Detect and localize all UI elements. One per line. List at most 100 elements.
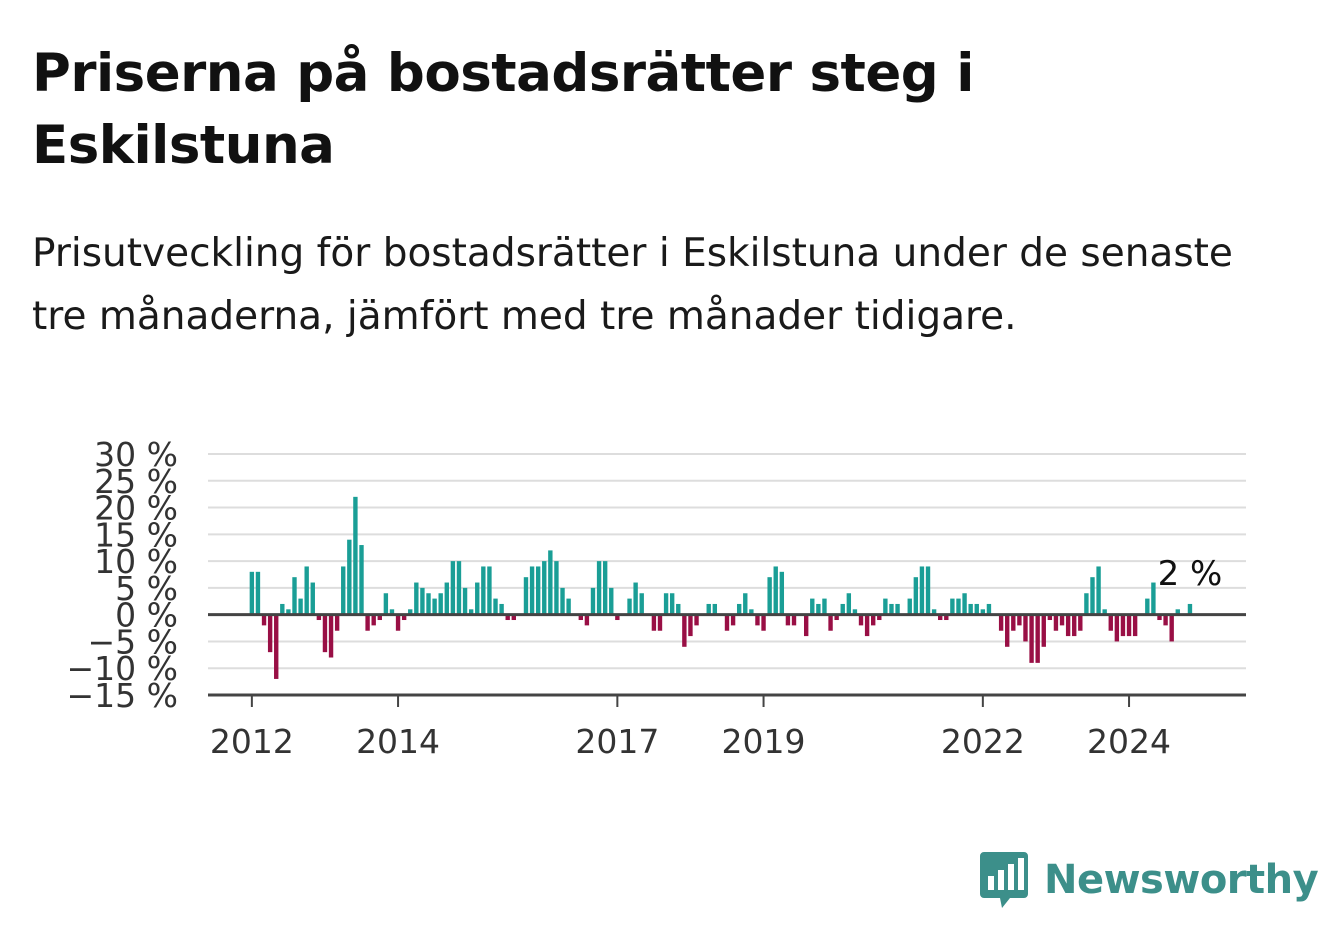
bar — [828, 614, 833, 631]
bar — [913, 577, 919, 615]
bar — [871, 614, 876, 626]
bar — [682, 614, 687, 647]
bar — [560, 587, 565, 615]
x-axis-ticks: 2012 2014 2017 2019 2022 2024 — [210, 695, 1171, 761]
bar — [633, 582, 638, 615]
bar — [956, 598, 961, 615]
bar — [724, 614, 730, 631]
bar — [280, 603, 285, 615]
bar — [846, 593, 852, 615]
bar — [420, 587, 425, 615]
bar — [249, 571, 255, 615]
bar — [292, 577, 297, 615]
bar — [852, 609, 858, 615]
bar — [816, 603, 821, 615]
bar — [615, 614, 620, 621]
bar — [359, 545, 364, 615]
y-tick-label: −10 % — [67, 649, 179, 688]
x-tick-label: 2019 — [722, 722, 806, 761]
bar — [663, 593, 669, 615]
bar — [596, 561, 602, 615]
bar — [761, 614, 766, 631]
bar — [1132, 614, 1138, 637]
y-tick-label: 0 % — [115, 596, 178, 635]
x-tick-label: 2012 — [210, 722, 294, 761]
bar — [523, 577, 529, 615]
bar — [389, 609, 395, 615]
bar — [468, 609, 474, 615]
bar — [493, 598, 498, 615]
bar — [322, 614, 328, 653]
x-tick-label: 2024 — [1087, 722, 1171, 761]
bar — [1175, 609, 1180, 615]
bar — [365, 614, 370, 631]
bar — [408, 609, 413, 615]
bar — [475, 582, 480, 615]
bar — [694, 614, 699, 626]
bar — [712, 603, 718, 615]
bar — [432, 598, 437, 615]
bar — [584, 614, 590, 626]
bar — [1078, 614, 1083, 631]
bar — [274, 614, 279, 679]
bar — [1017, 614, 1022, 626]
bar — [743, 593, 748, 615]
bars — [249, 496, 1193, 679]
bar — [1084, 593, 1089, 615]
chart-title: Priserna på bostadsrätter steg i Eskilst… — [32, 43, 974, 176]
bar — [602, 561, 608, 615]
bar — [1108, 614, 1113, 631]
bar — [535, 566, 541, 615]
bar — [749, 609, 754, 615]
bar — [1145, 598, 1150, 615]
bar — [487, 566, 492, 615]
bar — [773, 566, 778, 615]
bar — [1169, 614, 1174, 642]
bar-chart: 30 %25 %20 %15 %10 %5 %0 %−5 %−10 %−15 %… — [67, 435, 1246, 761]
bar — [1163, 614, 1168, 626]
bar — [1072, 614, 1077, 637]
bar — [529, 566, 535, 615]
bar — [767, 577, 772, 615]
bar — [438, 593, 443, 615]
bar — [1011, 614, 1016, 631]
bar — [986, 603, 992, 615]
bar — [1029, 614, 1034, 663]
bar — [1096, 566, 1101, 615]
last-value-annotation: 2 % — [1158, 554, 1223, 594]
bar — [883, 598, 888, 615]
y-tick-label: −5 % — [88, 622, 179, 661]
newsworthy-logo-icon — [980, 852, 1028, 908]
y-axis-labels: 30 %25 %20 %15 %10 %5 %0 %−5 %−10 %−15 % — [67, 435, 179, 715]
bar — [919, 566, 925, 615]
bar — [371, 614, 376, 626]
bar — [1035, 614, 1040, 663]
y-tick-label: 25 % — [94, 462, 178, 501]
bar — [542, 561, 547, 615]
bar — [1114, 614, 1120, 642]
bar — [962, 593, 967, 615]
bar — [456, 561, 462, 615]
bar — [298, 598, 303, 615]
brand-name: Newsworthy — [1044, 857, 1319, 903]
bar — [657, 614, 663, 631]
y-tick-label: 15 % — [94, 515, 178, 554]
gridlines — [208, 453, 1246, 670]
bar — [840, 603, 845, 615]
bar — [1005, 614, 1010, 647]
bar — [499, 603, 504, 615]
bar — [938, 614, 943, 621]
bar — [736, 603, 742, 615]
bar — [341, 566, 346, 615]
bar — [353, 496, 358, 615]
y-tick-label: 30 % — [94, 435, 178, 474]
bar — [1090, 577, 1095, 615]
bar — [651, 614, 657, 631]
bar — [639, 593, 644, 615]
bar — [414, 582, 419, 615]
bar — [578, 614, 583, 621]
bar — [1157, 614, 1162, 621]
bar — [974, 603, 979, 615]
bar — [481, 566, 486, 615]
bar — [1102, 609, 1107, 615]
